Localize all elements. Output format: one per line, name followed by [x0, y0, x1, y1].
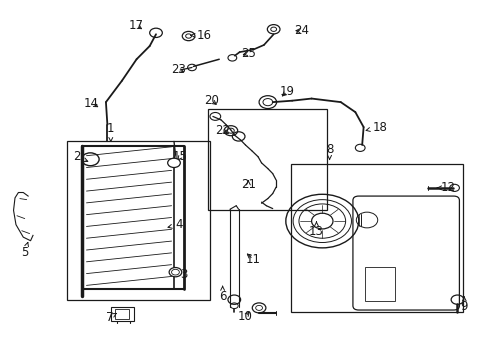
- Text: 15: 15: [173, 150, 187, 163]
- Text: 2: 2: [73, 150, 87, 163]
- Text: 6: 6: [219, 286, 226, 303]
- Text: 23: 23: [171, 63, 186, 76]
- Bar: [365, 267, 394, 301]
- Text: 24: 24: [294, 24, 309, 37]
- Text: 16: 16: [191, 29, 212, 42]
- Text: 1: 1: [107, 122, 114, 141]
- Text: 9: 9: [460, 297, 467, 313]
- Text: 7: 7: [105, 311, 116, 324]
- Circle shape: [167, 158, 180, 167]
- Circle shape: [169, 267, 182, 277]
- Text: 25: 25: [241, 47, 255, 60]
- Text: 13: 13: [308, 222, 323, 238]
- Text: 8: 8: [325, 143, 333, 159]
- Text: 21: 21: [241, 178, 255, 191]
- Text: 20: 20: [203, 94, 219, 107]
- Bar: [111, 307, 134, 321]
- Bar: [67, 141, 210, 300]
- Text: 17: 17: [129, 19, 144, 32]
- Text: 10: 10: [238, 310, 252, 323]
- Bar: [115, 309, 129, 319]
- Text: 14: 14: [83, 97, 99, 110]
- Text: 11: 11: [245, 253, 260, 266]
- Text: 5: 5: [21, 242, 28, 258]
- Text: 18: 18: [366, 121, 386, 134]
- Text: 22: 22: [215, 124, 230, 137]
- Text: 3: 3: [172, 268, 187, 281]
- Text: 19: 19: [279, 85, 294, 98]
- Bar: [290, 164, 462, 312]
- Bar: [207, 109, 326, 210]
- Text: 4: 4: [168, 218, 182, 231]
- Text: 12: 12: [436, 181, 454, 194]
